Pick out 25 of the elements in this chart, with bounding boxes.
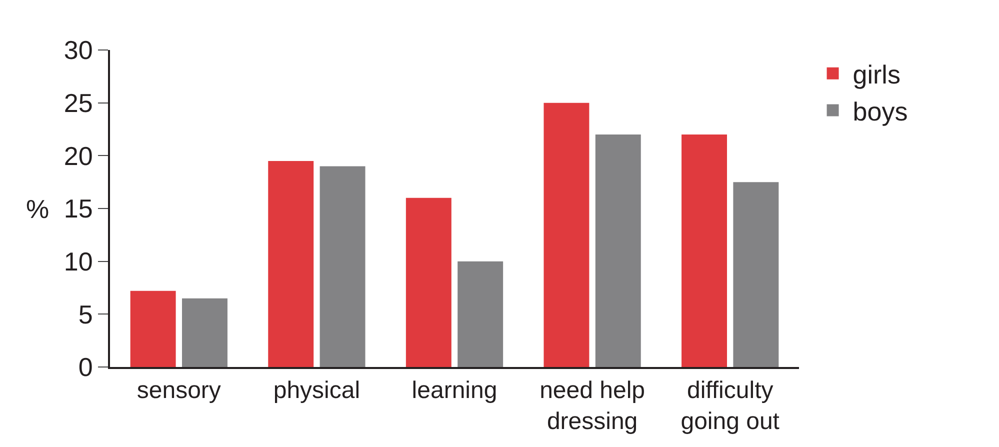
bar: [406, 198, 452, 367]
bar: [595, 134, 641, 367]
bar: [182, 298, 228, 367]
y-tick-label: 15: [64, 194, 93, 224]
bar: [458, 261, 504, 367]
y-tick-label: 25: [64, 88, 93, 118]
x-tick-label: physical: [273, 376, 360, 404]
x-tick-label: sensory: [136, 376, 221, 404]
x-tick-label: need help dressing: [540, 376, 646, 435]
x-tick-label: learning: [412, 376, 498, 404]
bar: [733, 182, 779, 367]
legend-label: boys: [852, 96, 908, 126]
legend-label: girls: [852, 60, 900, 90]
y-tick-label: 10: [64, 246, 93, 276]
x-tick-label: difficulty going out: [680, 376, 780, 435]
y-tick-label: 30: [64, 35, 93, 66]
y-axis-title: %: [26, 194, 50, 224]
bar: [130, 290, 176, 367]
y-tick-label: 0: [78, 352, 93, 382]
bar: [268, 160, 314, 367]
y-tick-label: 5: [78, 299, 93, 330]
y-tick-label: 20: [64, 140, 93, 171]
bar: [544, 102, 590, 367]
bar: [682, 134, 727, 367]
bar: [320, 166, 366, 367]
